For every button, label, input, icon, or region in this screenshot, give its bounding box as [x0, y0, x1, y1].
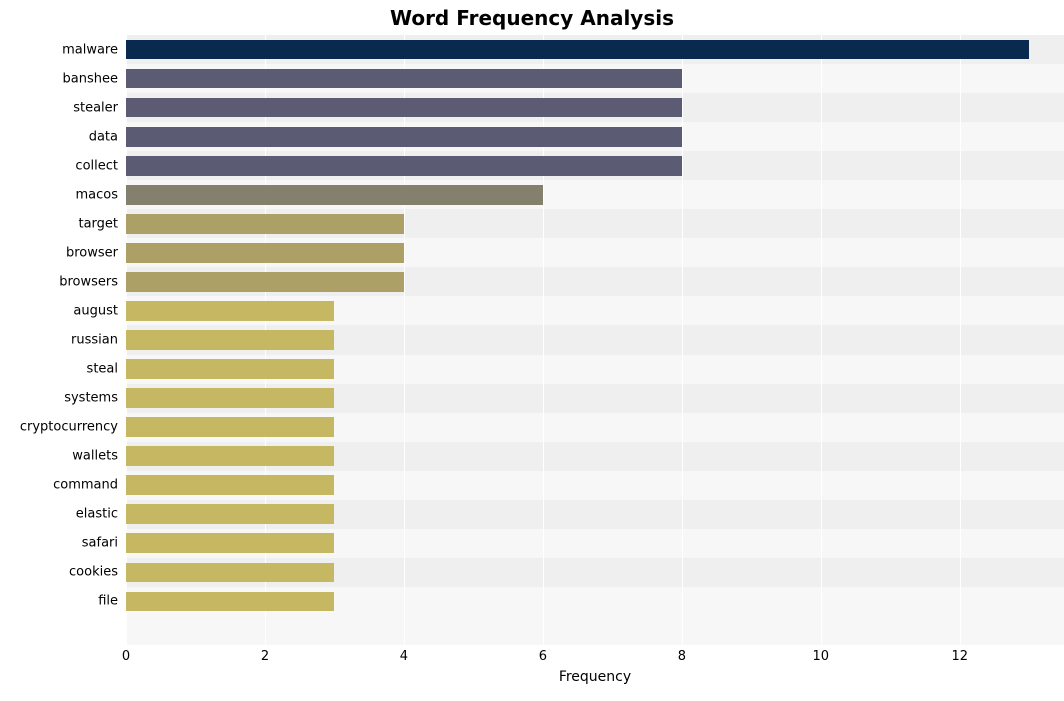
bar: [126, 127, 682, 147]
y-tick-label: steal: [0, 362, 118, 377]
x-tick-label: 10: [813, 649, 830, 664]
x-tick-label: 8: [678, 649, 686, 664]
bar: [126, 98, 682, 118]
x-tick-label: 12: [951, 649, 968, 664]
y-tick-label: cookies: [0, 565, 118, 580]
bar: [126, 69, 682, 89]
bar: [126, 185, 543, 205]
bar: [126, 446, 334, 466]
x-gridline: [821, 35, 822, 645]
x-tick-label: 0: [122, 649, 130, 664]
y-tick-label: collect: [0, 158, 118, 173]
chart-title: Word Frequency Analysis: [0, 6, 1064, 30]
y-tick-label: cryptocurrency: [0, 420, 118, 435]
bar: [126, 475, 334, 495]
x-axis-label: Frequency: [126, 669, 1064, 685]
x-tick-label: 4: [400, 649, 408, 664]
y-tick-label: banshee: [0, 71, 118, 86]
bar: [126, 388, 334, 408]
y-tick-label: russian: [0, 333, 118, 348]
bar: [126, 417, 334, 437]
y-tick-label: stealer: [0, 100, 118, 115]
bar: [126, 330, 334, 350]
bar: [126, 156, 682, 176]
bar: [126, 243, 404, 263]
y-tick-label: browser: [0, 245, 118, 260]
bar: [126, 563, 334, 583]
bar: [126, 533, 334, 553]
bar: [126, 359, 334, 379]
y-tick-label: safari: [0, 536, 118, 551]
word-frequency-chart: Word Frequency Analysis Frequency malwar…: [0, 0, 1064, 701]
x-tick-label: 2: [261, 649, 269, 664]
y-tick-label: august: [0, 303, 118, 318]
y-tick-label: malware: [0, 42, 118, 57]
bar: [126, 272, 404, 292]
bar: [126, 301, 334, 321]
y-tick-label: command: [0, 478, 118, 493]
x-gridline: [960, 35, 961, 645]
y-tick-label: browsers: [0, 274, 118, 289]
bar: [126, 40, 1029, 60]
y-tick-label: wallets: [0, 449, 118, 464]
x-gridline: [682, 35, 683, 645]
y-tick-label: systems: [0, 391, 118, 406]
y-tick-label: data: [0, 129, 118, 144]
bar: [126, 214, 404, 234]
bar: [126, 592, 334, 612]
y-tick-label: macos: [0, 187, 118, 202]
y-tick-label: file: [0, 594, 118, 609]
bar: [126, 504, 334, 524]
plot-area: [126, 35, 1064, 645]
x-tick-label: 6: [539, 649, 547, 664]
y-tick-label: elastic: [0, 507, 118, 522]
y-tick-label: target: [0, 216, 118, 231]
